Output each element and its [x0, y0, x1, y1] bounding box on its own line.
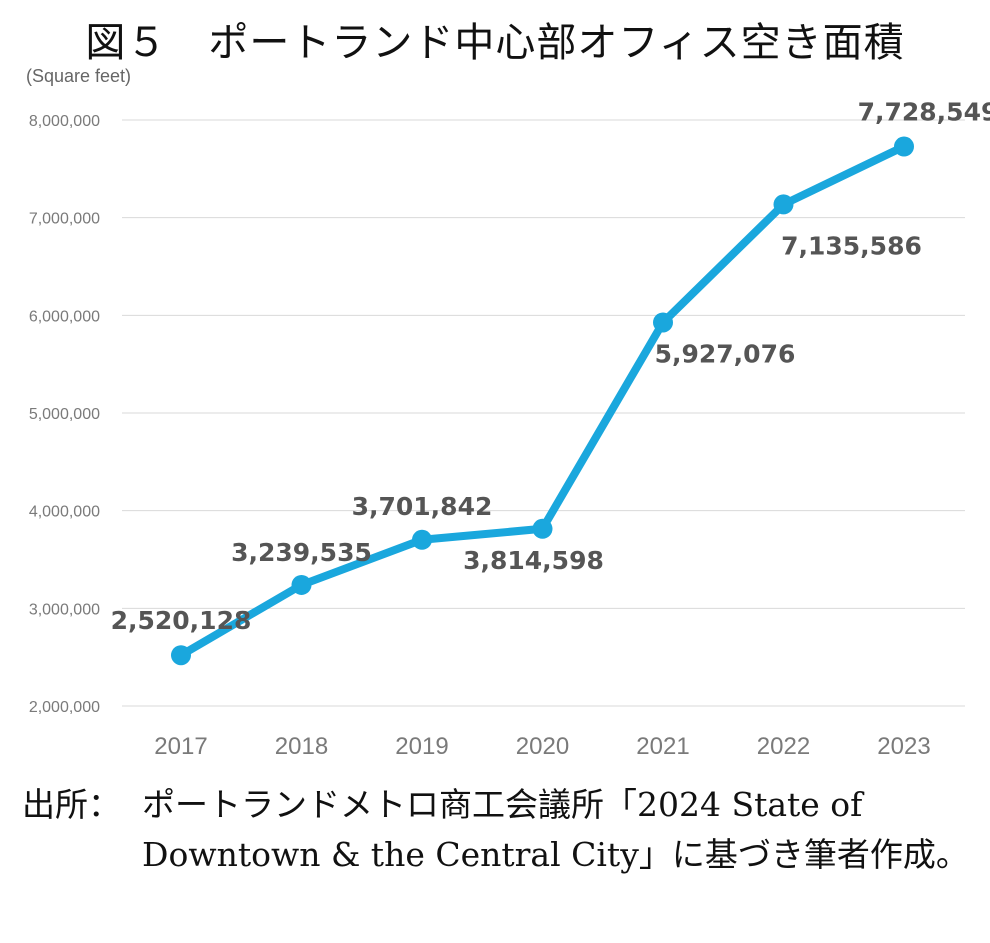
data-label: 2,520,128: [111, 606, 252, 635]
x-tick-label: 2022: [757, 733, 810, 760]
series-line: [177, 142, 908, 660]
y-tick-label: 6,000,000: [29, 308, 100, 325]
y-tick-label: 7,000,000: [29, 211, 100, 228]
data-label: 3,701,842: [352, 492, 493, 521]
source-label: 出所：: [22, 785, 121, 824]
data-point: [532, 518, 553, 539]
x-tick-label: 2018: [275, 733, 328, 760]
data-point: [653, 312, 673, 333]
data-label: 3,239,535: [231, 538, 372, 567]
data-point: [412, 529, 432, 550]
data-label: 7,728,549: [858, 98, 990, 127]
y-axis-unit-label: (Square feet): [26, 66, 132, 86]
y-tick-label: 4,000,000: [29, 504, 100, 521]
source-note: 出所： ポートランドメトロ商工会議所「2024 State of Downtow…: [22, 780, 972, 880]
y-tick-label: 5,000,000: [29, 406, 100, 423]
x-tick-label: 2023: [877, 733, 930, 760]
data-point: [894, 136, 914, 157]
line-chart: 2,000,000 3,000,000 4,000,000 5,000,000 6,00…: [29, 98, 990, 760]
y-tick-label: 2,000,000: [29, 699, 100, 716]
y-tick-label: 3,000,000: [29, 601, 100, 618]
x-tick-label: 2020: [516, 733, 569, 760]
data-point: [773, 194, 794, 215]
data-label: 5,927,076: [655, 339, 796, 368]
data-label: 7,135,586: [781, 231, 922, 260]
data-label: 3,814,598: [463, 546, 604, 575]
y-tick-label: 8,000,000: [29, 113, 100, 130]
data-point: [291, 574, 312, 595]
data-point: [171, 645, 191, 666]
x-tick-label: 2017: [154, 733, 207, 760]
x-tick-label: 2021: [636, 733, 689, 760]
chart-title: 図５ ポートランド中心部オフィス空き面積: [85, 20, 905, 66]
source-text: ポートランドメトロ商工会議所「2024 State of Downtown & …: [142, 785, 969, 874]
x-tick-label: 2019: [395, 733, 448, 760]
